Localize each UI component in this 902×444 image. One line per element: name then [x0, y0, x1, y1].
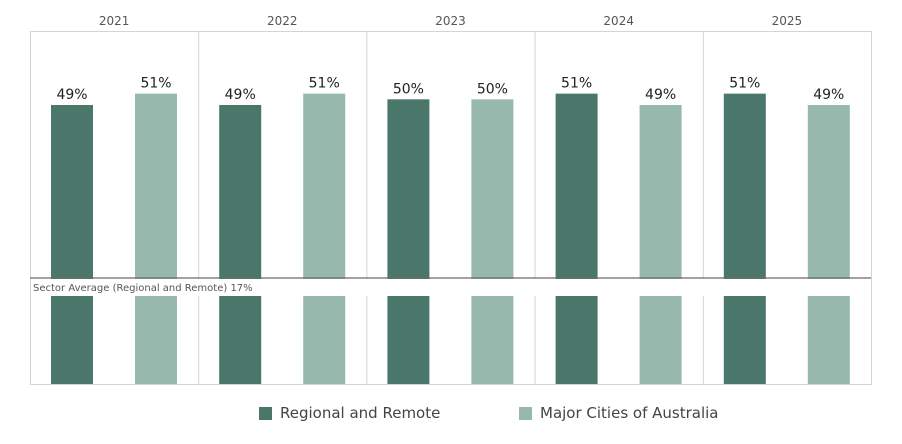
year-label-2023: 2023 [435, 14, 466, 28]
legend-swatch-regional [259, 406, 272, 420]
legend-label-regional: Regional and Remote [280, 404, 441, 422]
legend-swatch-major-cities [519, 406, 532, 420]
legend-item-major-cities: Major Cities of Australia [519, 404, 719, 422]
legend: Regional and Remote Major Cities of Aust… [0, 404, 902, 428]
bar-regional-2024 [555, 93, 598, 385]
bar-chart: 2021 49% 51% 2022 49% 51% 2023 50% 50% 2024 51% 49%… [30, 14, 872, 385]
bar-major-cities-2023 [471, 99, 514, 385]
legend-label-major-cities: Major Cities of Australia [540, 404, 719, 422]
reference-line-label: Sector Average (Regional and Remote) 17% [33, 283, 253, 294]
bar-regional-2023 [387, 99, 430, 385]
bar-regional-2025 [723, 93, 766, 385]
value-label-regional-2024: 51% [561, 76, 592, 92]
value-label-major-cities-2021: 51% [140, 76, 171, 92]
value-label-regional-2021: 49% [56, 87, 87, 103]
bar-major-cities-2025 [807, 105, 850, 385]
reference-label-band [31, 279, 871, 296]
legend-item-regional: Regional and Remote [259, 404, 440, 422]
year-label-2022: 2022 [267, 14, 298, 28]
bar-regional-2021 [51, 105, 93, 385]
bar-major-cities-2022 [303, 93, 346, 385]
bar-major-cities-2021 [135, 93, 177, 385]
value-label-regional-2025: 51% [729, 76, 760, 92]
value-label-major-cities-2024: 49% [645, 87, 676, 103]
bar-regional-2022 [219, 105, 262, 385]
value-label-major-cities-2025: 49% [813, 87, 844, 103]
year-label-2024: 2024 [603, 14, 634, 28]
value-label-major-cities-2023: 50% [477, 81, 508, 97]
bar-major-cities-2024 [639, 105, 682, 385]
value-label-regional-2022: 49% [225, 87, 256, 103]
year-label-2021: 2021 [99, 14, 130, 28]
value-label-major-cities-2022: 51% [309, 76, 340, 92]
plot-frame [30, 31, 872, 385]
year-label-2025: 2025 [772, 14, 803, 28]
value-label-regional-2023: 50% [393, 81, 424, 97]
